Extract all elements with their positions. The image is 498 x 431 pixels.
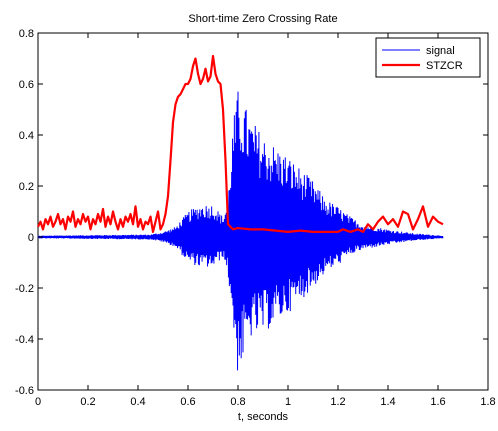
x-tick-label: 1.4 xyxy=(380,396,395,408)
x-tick-label: 0.2 xyxy=(80,396,95,408)
x-tick-label: 1.8 xyxy=(480,396,495,408)
legend-label-stzcr: STZCR xyxy=(426,60,463,72)
y-tick-label: -0.4 xyxy=(15,334,34,346)
x-tick-label: 0.6 xyxy=(180,396,195,408)
y-tick-label: 0.2 xyxy=(19,181,34,193)
x-tick-label: 0.4 xyxy=(130,396,145,408)
y-tick-label: 0.6 xyxy=(19,79,34,91)
y-tick-label: 0.8 xyxy=(19,28,34,40)
legend-box xyxy=(375,37,481,78)
x-tick-label: 1.2 xyxy=(330,396,345,408)
stzcr-line xyxy=(37,54,444,233)
x-axis-label: t, seconds xyxy=(238,411,289,423)
legend-label-signal: signal xyxy=(426,45,455,57)
x-tick-label: 0.8 xyxy=(230,396,245,408)
stzcr-series xyxy=(37,54,444,233)
signal-line xyxy=(37,91,444,371)
plot-area: 0 0.2 0.4 0.6 0.8 1 1.2 1.4 1.6 1.8 -0.6 -0.4 -0.2 0 0… xyxy=(15,28,496,408)
chart-title: Short-time Zero Crossing Rate xyxy=(188,13,337,25)
axis-ticks: 0 0.2 0.4 0.6 0.8 1 1.2 1.4 1.6 1.8 -0.6 -0.4 -0.2 0 0… xyxy=(15,28,496,408)
x-tick-label: 1.6 xyxy=(430,396,445,408)
y-tick-label: -0.2 xyxy=(15,283,34,295)
y-tick-label: -0.6 xyxy=(15,385,34,397)
signal-series xyxy=(37,91,444,371)
legend: signal STZCR xyxy=(375,37,481,78)
x-tick-label: 0 xyxy=(35,396,41,408)
y-tick-label: 0.4 xyxy=(19,130,34,142)
y-tick-label: 0 xyxy=(28,232,34,244)
x-tick-label: 1 xyxy=(285,396,291,408)
